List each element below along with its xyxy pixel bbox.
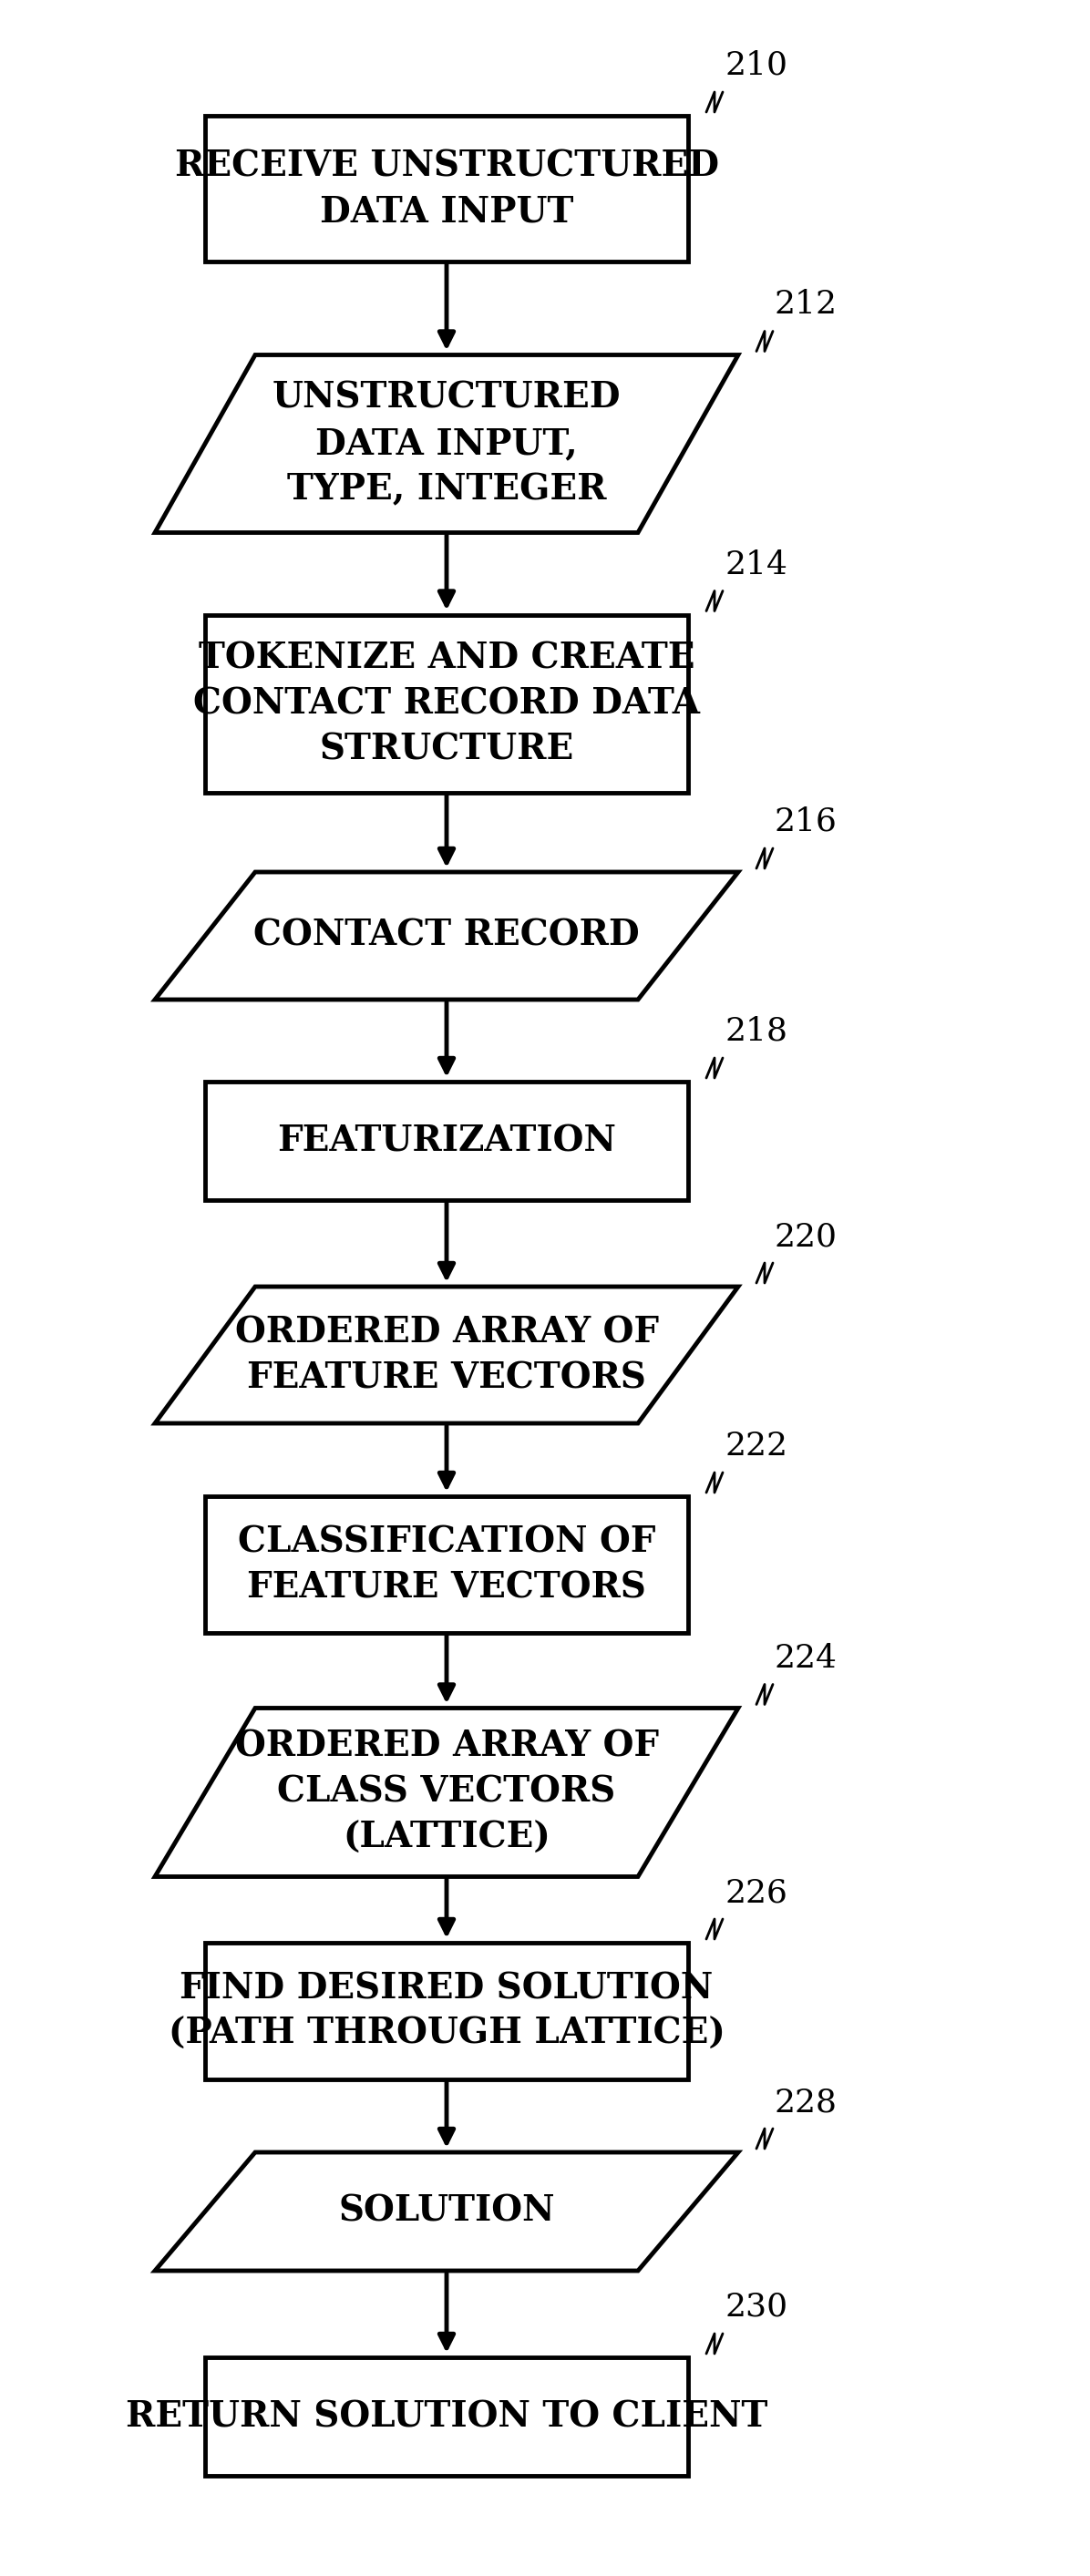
- Text: 228: 228: [775, 2087, 837, 2117]
- Text: CLASSIFICATION OF
FEATURE VECTORS: CLASSIFICATION OF FEATURE VECTORS: [238, 1525, 655, 1605]
- Text: 218: 218: [725, 1015, 787, 1046]
- Text: SOLUTION: SOLUTION: [338, 2195, 555, 2228]
- Bar: [205, 1082, 688, 1200]
- Text: 230: 230: [725, 2293, 788, 2324]
- Text: 214: 214: [725, 549, 787, 580]
- Text: RETURN SOLUTION TO CLIENT: RETURN SOLUTION TO CLIENT: [125, 2398, 767, 2434]
- Bar: [205, 2357, 688, 2476]
- Text: 226: 226: [725, 1878, 787, 1909]
- Text: RECEIVE UNSTRUCTURED
DATA INPUT: RECEIVE UNSTRUCTURED DATA INPUT: [174, 149, 718, 229]
- Text: ORDERED ARRAY OF
CLASS VECTORS
(LATTICE): ORDERED ARRAY OF CLASS VECTORS (LATTICE): [234, 1728, 658, 1855]
- Text: 222: 222: [725, 1430, 787, 1461]
- Polygon shape: [155, 873, 738, 999]
- Polygon shape: [155, 1285, 738, 1425]
- Text: CONTACT RECORD: CONTACT RECORD: [254, 920, 640, 953]
- Text: 212: 212: [775, 289, 837, 319]
- Polygon shape: [155, 1708, 738, 1878]
- Text: UNSTRUCTURED
DATA INPUT,
TYPE, INTEGER: UNSTRUCTURED DATA INPUT, TYPE, INTEGER: [272, 381, 621, 507]
- Bar: [205, 1942, 688, 2079]
- Text: FEATURIZATION: FEATURIZATION: [277, 1123, 616, 1159]
- Text: 210: 210: [725, 49, 787, 80]
- Text: 224: 224: [775, 1643, 837, 1674]
- Text: 216: 216: [775, 806, 837, 837]
- Text: FIND DESIRED SOLUTION
(PATH THROUGH LATTICE): FIND DESIRED SOLUTION (PATH THROUGH LATT…: [168, 1971, 725, 2050]
- Bar: [205, 116, 688, 263]
- Bar: [205, 616, 688, 793]
- Text: TOKENIZE AND CREATE
CONTACT RECORD DATA
STRUCTURE: TOKENIZE AND CREATE CONTACT RECORD DATA …: [193, 641, 700, 765]
- Text: 220: 220: [775, 1221, 837, 1252]
- Polygon shape: [155, 355, 738, 533]
- Bar: [205, 1497, 688, 1633]
- Text: ORDERED ARRAY OF
FEATURE VECTORS: ORDERED ARRAY OF FEATURE VECTORS: [234, 1314, 658, 1396]
- Polygon shape: [155, 2154, 738, 2269]
